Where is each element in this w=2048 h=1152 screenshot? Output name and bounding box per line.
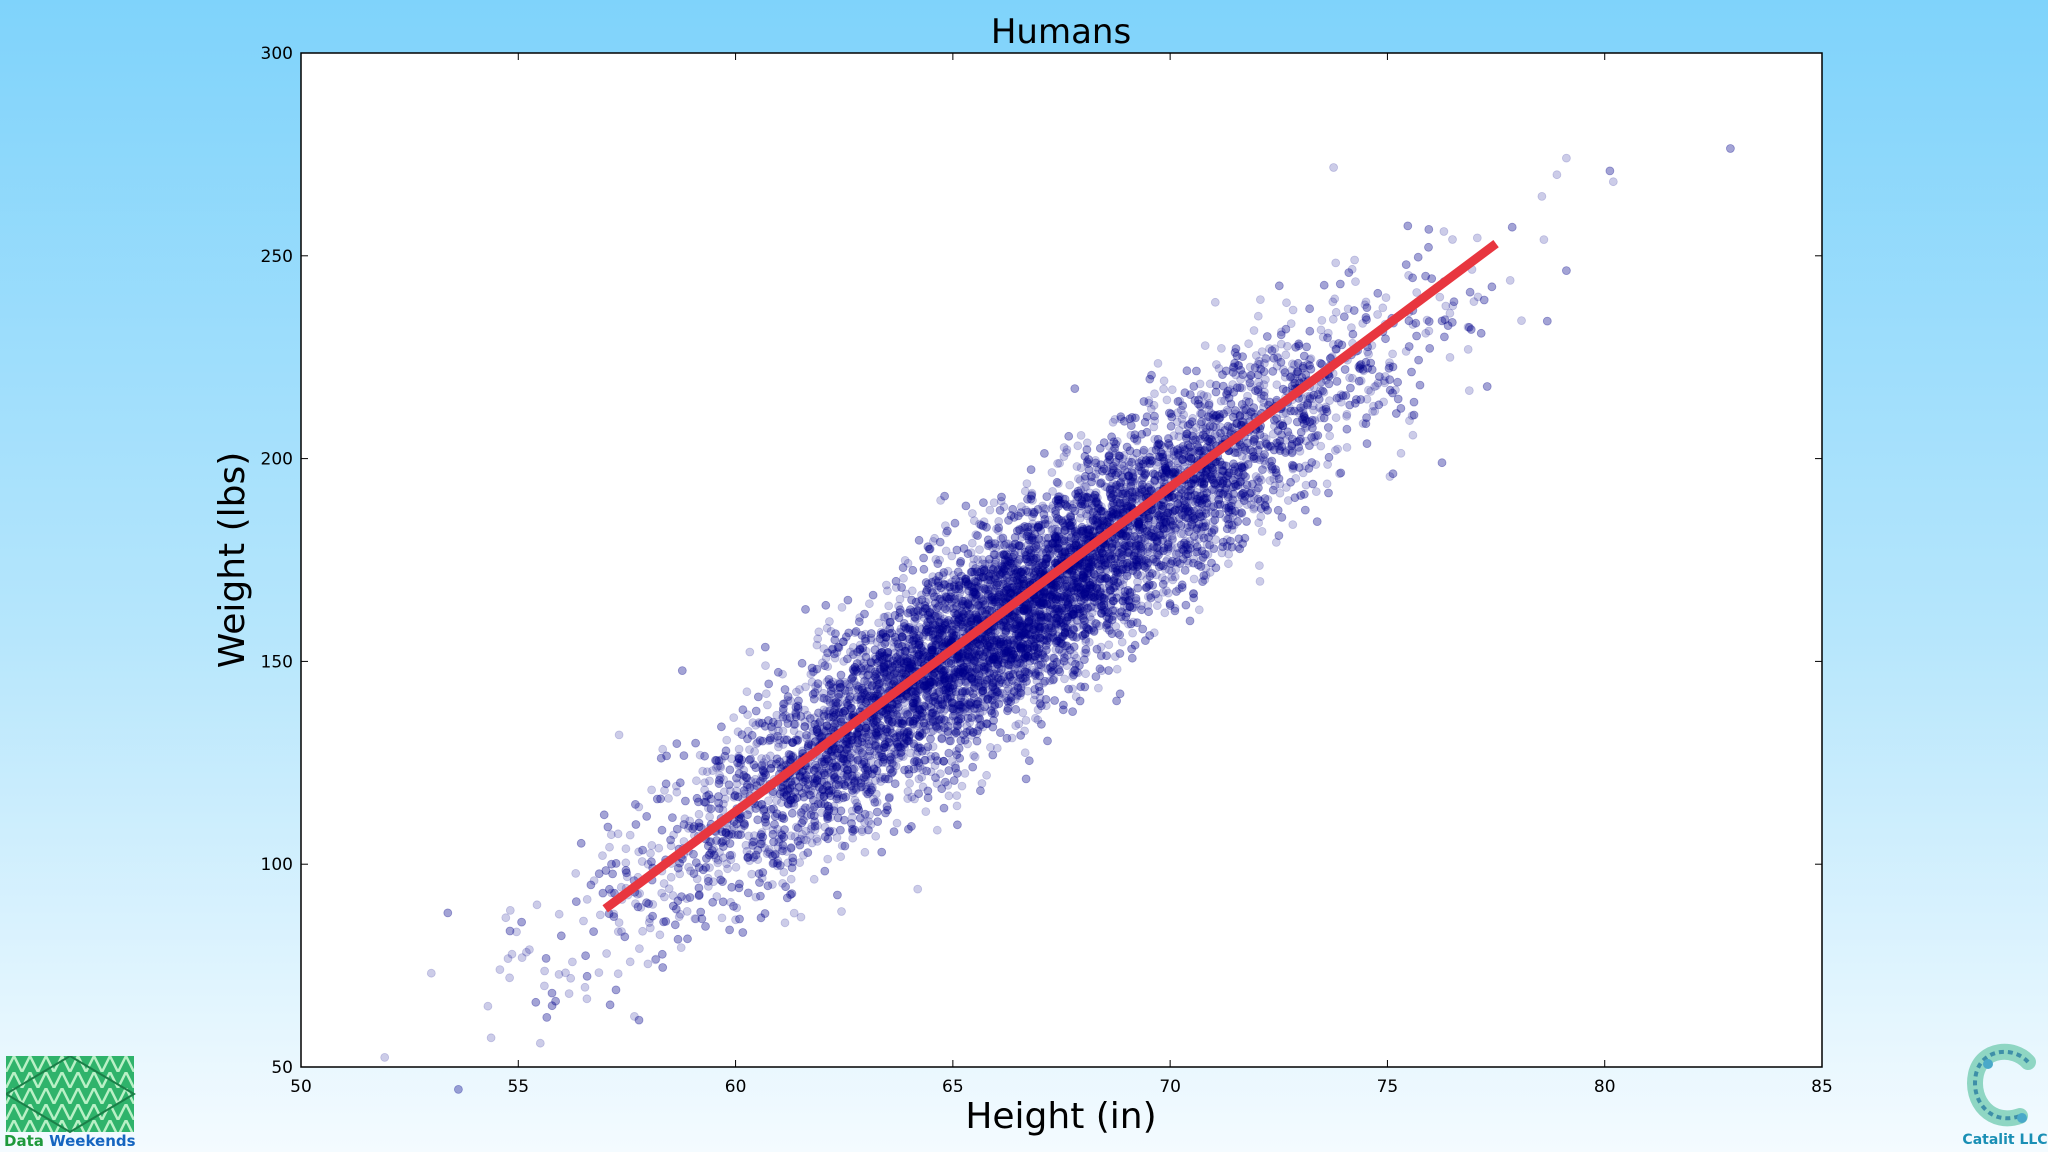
scatter-point-718 [572, 869, 580, 877]
scatter-point-1144 [824, 855, 832, 863]
scatter-point-4786 [1066, 481, 1074, 489]
scatter-point-1439 [1318, 316, 1326, 324]
scatter-point-4799 [583, 895, 591, 903]
scatter-point-1293 [1154, 359, 1162, 367]
scatter-point-1391 [1379, 304, 1387, 312]
scatter-point-4814 [1211, 298, 1219, 306]
scatter-point-839 [647, 849, 655, 857]
scatter-point-1163 [1470, 298, 1478, 306]
scatter-point-538 [1538, 192, 1546, 200]
scatter-point-1002 [933, 826, 941, 834]
scatter-point-1479 [583, 995, 591, 1003]
scatter-point-4972 [1324, 461, 1332, 469]
scatter-point-788 [706, 813, 714, 821]
scatter-point-465 [533, 901, 541, 909]
scatter-point-1381 [1022, 716, 1030, 724]
scatter-point-708 [595, 969, 603, 977]
scatter-point-1077 [381, 1053, 389, 1061]
scatter-point-18 [958, 782, 966, 790]
scatter-point-1069 [536, 1039, 544, 1047]
scatter-point-1104 [942, 547, 950, 555]
scatter-point-1025 [922, 808, 930, 816]
scatter-point-4949 [1409, 431, 1417, 439]
scatter-point-1474 [1031, 714, 1039, 722]
scatter-point-1081 [673, 788, 681, 796]
scatter-point-261 [1160, 385, 1168, 393]
scatter-point-1115 [908, 587, 916, 595]
scatter-point-262 [838, 908, 846, 916]
scatter-point-287 [1168, 386, 1176, 394]
scatter-point-765 [875, 619, 883, 627]
scatter-point-285 [945, 792, 953, 800]
scatter-point-1281 [1283, 299, 1291, 307]
scatter-point-1202 [1255, 519, 1263, 527]
scatter-point-1054 [781, 919, 789, 927]
scatter-point-1418 [565, 990, 573, 998]
scatter-point-922 [1289, 306, 1297, 314]
scatter-point-525 [1153, 602, 1161, 610]
scatter-point-177 [1161, 609, 1169, 617]
scatter-point-784 [1258, 527, 1266, 535]
scatter-point-502 [787, 875, 795, 883]
scatter-point-196 [1465, 387, 1473, 395]
scatter-point-1349 [1389, 350, 1397, 358]
scatter-point-802 [976, 546, 984, 554]
scatter-point-1371 [603, 950, 611, 958]
scatter-point-4897 [1609, 178, 1617, 186]
scatter-point-596 [1326, 432, 1334, 440]
scatter-point-4944 [833, 834, 841, 842]
scatter-point-4866 [986, 743, 994, 751]
scatter-point-189 [837, 853, 845, 861]
scatter-point-1267 [1195, 606, 1203, 614]
scatter-point-536 [865, 600, 873, 608]
scatter-point-1480 [1289, 521, 1297, 529]
scatter-point-659 [978, 780, 986, 788]
scatter-point-1223 [1201, 342, 1209, 350]
scatter-point-53 [665, 794, 673, 802]
scatter-point-1437 [1323, 480, 1331, 488]
scatter-point-1283 [580, 917, 588, 925]
scatter-point-115 [748, 870, 756, 878]
scatter-point-48 [1129, 629, 1137, 637]
scatter-point-4968 [1023, 480, 1031, 488]
scatter-point-329 [677, 944, 685, 952]
scatter-point-796 [1382, 294, 1390, 302]
scatter-point-237 [1352, 278, 1360, 286]
scatter-point-819 [1332, 414, 1340, 422]
scatter-point-1010 [743, 688, 751, 696]
scatter-point-1273 [596, 911, 604, 919]
scatter-point-919 [635, 945, 643, 953]
scatter-point-4967 [1060, 453, 1068, 461]
scatter-point-1278 [695, 810, 703, 818]
scatter-point-1373 [762, 662, 770, 670]
scatter-point-1183 [1343, 443, 1351, 451]
scatter-point-712 [1374, 311, 1382, 319]
scatter-point-791 [730, 714, 738, 722]
scatter-point-1322 [1506, 276, 1514, 284]
scatter-point-4893 [1164, 589, 1172, 597]
scatter-point-522 [914, 885, 922, 893]
scatter-point-838 [1245, 340, 1253, 348]
scatter-point-1086 [1446, 353, 1454, 361]
scatter-point-443 [639, 927, 647, 935]
scatter-point-598 [660, 880, 668, 888]
scatter-point-122 [626, 831, 634, 839]
scatter-point-1275 [568, 958, 576, 966]
scatter-point-1031 [723, 736, 731, 744]
scatter-point-94 [885, 602, 893, 610]
scatter-point-923 [1094, 684, 1102, 692]
scatter-point-978 [1449, 236, 1457, 244]
scatter-point-4817 [648, 786, 656, 794]
scatter-point-943 [692, 777, 700, 785]
scatter-point-1419 [506, 906, 514, 914]
scatter-point-782 [1190, 575, 1198, 583]
scatter-point-4971 [904, 788, 912, 796]
scatter-point-175 [427, 969, 435, 977]
